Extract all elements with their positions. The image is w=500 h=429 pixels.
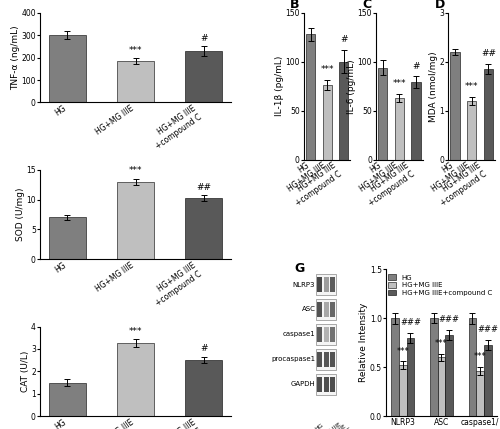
Bar (48, 35, 86, 103)
Text: ##: ## (481, 49, 496, 58)
Bar (378, 68, 388, 160)
Bar (406, 338, 414, 416)
Text: ###: ### (438, 315, 460, 324)
Bar (316, 299, 336, 320)
Bar (399, 366, 406, 416)
Bar (484, 345, 492, 416)
Bar (48, 218, 86, 259)
Bar (430, 318, 438, 416)
Bar (117, 181, 154, 259)
Text: #: # (200, 344, 207, 353)
Text: GAPDH: GAPDH (290, 381, 316, 387)
Bar (316, 374, 336, 395)
Bar (330, 327, 335, 342)
Text: #: # (200, 34, 207, 43)
Bar (117, 343, 154, 416)
Bar (316, 349, 336, 370)
Bar (318, 302, 322, 317)
Bar (484, 69, 493, 160)
Bar (467, 101, 476, 160)
Bar (412, 82, 420, 160)
Bar (438, 357, 446, 416)
Text: B: B (290, 0, 300, 11)
Legend: HG, HG+MG IIIE, HG+MG IIIE+compound C: HG, HG+MG IIIE, HG+MG IIIE+compound C (386, 273, 494, 297)
Bar (324, 377, 328, 392)
Y-axis label: SOD (U/mg): SOD (U/mg) (16, 188, 25, 241)
Text: caspase1: caspase1 (282, 331, 316, 337)
Text: G: G (294, 262, 304, 275)
Text: #: # (340, 35, 347, 44)
Text: NLRP3: NLRP3 (293, 281, 316, 287)
Text: HG+MG IIIE: HG+MG IIIE (310, 422, 342, 429)
Text: C: C (362, 0, 371, 11)
Text: ***: *** (435, 339, 448, 347)
Bar (318, 377, 322, 392)
Bar (324, 352, 328, 367)
Bar (330, 352, 335, 367)
Bar (318, 352, 322, 367)
Bar (339, 62, 348, 160)
Text: ###: ### (478, 325, 498, 334)
Bar (450, 52, 460, 160)
Bar (318, 277, 322, 292)
Text: ***: *** (396, 347, 409, 356)
Bar (395, 98, 404, 160)
Bar (324, 327, 328, 342)
Text: ##: ## (196, 183, 211, 192)
Bar (468, 318, 476, 416)
Text: ***: *** (129, 166, 142, 175)
Y-axis label: CAT (U/L): CAT (U/L) (20, 350, 30, 392)
Text: HG+MG IIIE
+compound C: HG+MG IIIE +compound C (312, 422, 353, 429)
Bar (330, 302, 335, 317)
Bar (316, 324, 336, 345)
Y-axis label: IL-1β (pg/mL): IL-1β (pg/mL) (275, 56, 284, 116)
Bar (316, 274, 336, 295)
Bar (306, 34, 315, 160)
Y-axis label: MDA (nmol/mg): MDA (nmol/mg) (429, 51, 438, 121)
Bar (324, 277, 328, 292)
Bar (476, 371, 484, 416)
Text: D: D (434, 0, 444, 11)
Bar (391, 318, 399, 416)
Text: ***: *** (465, 82, 478, 91)
Y-axis label: IL-6 (pg/mL): IL-6 (pg/mL) (347, 59, 356, 114)
Text: HG: HG (314, 422, 325, 429)
Text: ***: *** (129, 327, 142, 336)
Bar (322, 85, 332, 160)
Bar (330, 377, 335, 392)
Text: ***: *** (129, 46, 142, 55)
Y-axis label: Relative Intensity: Relative Intensity (360, 303, 368, 383)
Bar (185, 51, 222, 103)
Bar (324, 302, 328, 317)
Bar (318, 327, 322, 342)
Text: ###: ### (400, 318, 421, 327)
Text: ***: *** (474, 352, 486, 361)
Bar (446, 335, 453, 416)
Text: ***: *** (392, 79, 406, 88)
Text: #: # (412, 61, 420, 70)
Bar (330, 277, 335, 292)
Bar (185, 198, 222, 259)
Bar (185, 360, 222, 416)
Text: procaspase1: procaspase1 (271, 356, 316, 363)
Bar (48, 383, 86, 416)
Y-axis label: TNF-α (ng/mL): TNF-α (ng/mL) (11, 25, 20, 90)
Text: ***: *** (320, 66, 334, 75)
Bar (117, 61, 154, 103)
Text: ASC: ASC (302, 306, 316, 312)
